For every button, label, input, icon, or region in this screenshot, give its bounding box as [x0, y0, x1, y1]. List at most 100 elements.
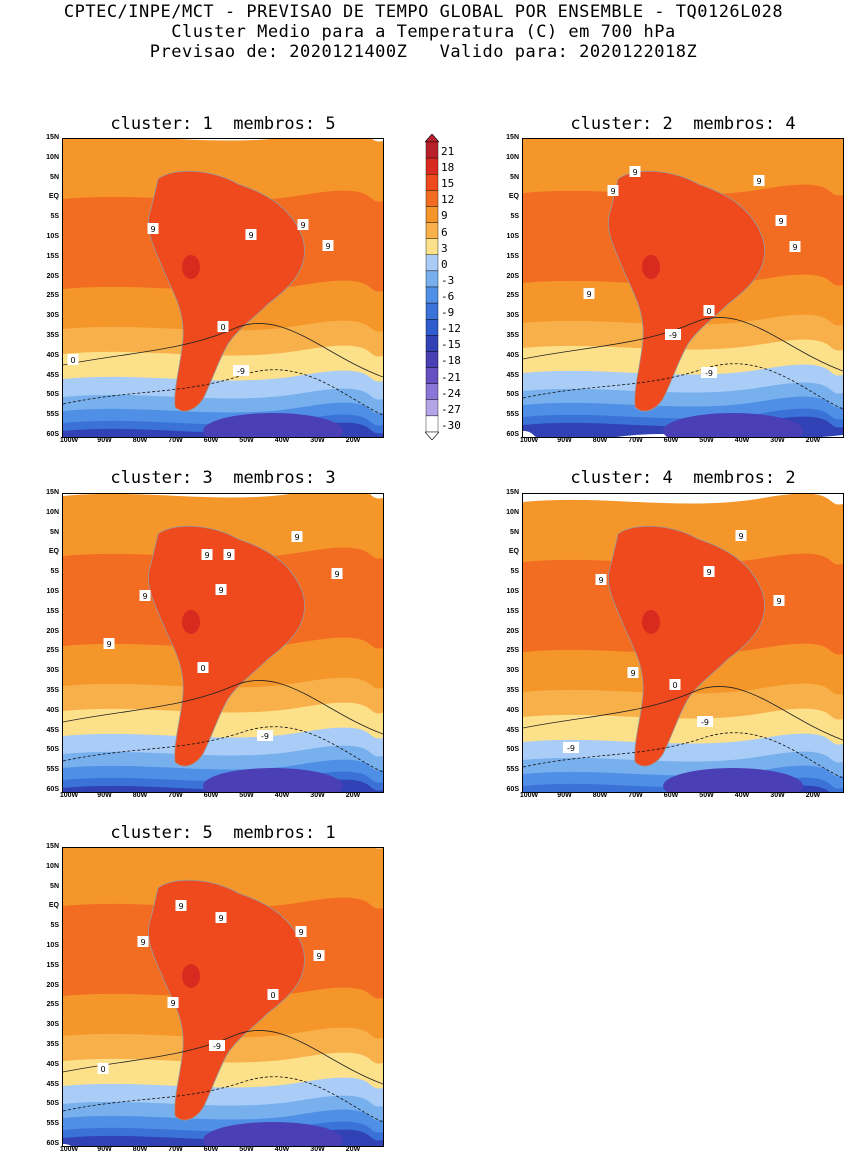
svg-text:9: 9	[204, 551, 209, 560]
colorbar-bottom-arrow	[424, 431, 440, 441]
lat-tick-label: 5S	[510, 568, 519, 576]
lat-tick-label: 50S	[506, 746, 519, 754]
colorbar-label: -27	[441, 402, 461, 416]
svg-text:9: 9	[586, 290, 591, 299]
colorbar-swatch	[425, 254, 439, 272]
contour-label: 0	[217, 321, 229, 332]
lat-tick-label: 15S	[506, 252, 519, 260]
lon-tick-label: 60W	[203, 437, 219, 444]
lat-tick-label: 50S	[506, 391, 519, 399]
contour-label: 9	[147, 223, 159, 234]
colorbar-swatch	[425, 174, 439, 191]
svg-text:0: 0	[672, 681, 677, 690]
south-america-landmass	[147, 525, 305, 767]
contour-label: 9	[775, 215, 787, 226]
lon-tick-label: 30W	[310, 1146, 325, 1153]
lat-tick-label: 5N	[510, 528, 519, 536]
svg-text:0: 0	[200, 664, 205, 673]
hot-core	[642, 610, 660, 634]
lon-tick-label: 70W	[168, 792, 183, 799]
colorbar-label: -9	[441, 306, 455, 320]
lon-tick-label: 70W	[628, 437, 643, 444]
svg-text:-9: -9	[567, 744, 575, 753]
contour-label: 9	[297, 219, 309, 230]
colorbar-swatch	[425, 190, 439, 207]
lon-tick-label: 60W	[663, 437, 679, 444]
lat-tick-label: 5S	[50, 922, 59, 930]
colorbar-swatch	[425, 335, 439, 352]
contour-label: -9	[209, 1040, 225, 1051]
lon-tick-label: 100W	[59, 1146, 79, 1153]
lat-tick-label: 5N	[50, 173, 59, 181]
lon-tick-label: 70W	[168, 1146, 183, 1153]
lat-tick-label: 15N	[506, 489, 519, 496]
lat-tick-label: 35S	[46, 1041, 59, 1048]
lat-tick-label: 55S	[46, 766, 59, 774]
contour-label: 9	[245, 229, 257, 240]
contour-label: 0	[67, 354, 79, 365]
svg-text:-9: -9	[669, 331, 677, 340]
contour-label: 9	[291, 531, 303, 542]
contour-zero	[63, 1030, 383, 1085]
contour-label: 9	[215, 584, 227, 595]
lon-tick-label: 20W	[805, 437, 821, 444]
map-panel-5: 9 9 9 9 9 9 0 0 -9	[62, 847, 384, 1147]
lon-tick-label: 80W	[132, 792, 148, 799]
contour-label: 0	[267, 989, 279, 1000]
cold-pool	[663, 768, 803, 792]
lat-tick-label: 5S	[510, 213, 519, 221]
colorbar-label: -30	[441, 418, 461, 432]
colorbar	[424, 133, 440, 441]
contour-label: -9	[665, 329, 681, 340]
colorbar-swatch	[425, 157, 439, 175]
colorbar-label: -3	[441, 273, 455, 287]
contour-label: -9	[563, 742, 579, 753]
colorbar-swatch	[425, 302, 439, 320]
lat-tick-label: 5N	[510, 173, 519, 181]
contour-label: 9	[629, 166, 641, 177]
lat-tick-label: 5N	[50, 882, 59, 890]
svg-text:9: 9	[632, 168, 637, 177]
contour-label: 9	[753, 175, 765, 186]
lat-tick-label: EQ	[48, 193, 59, 201]
lon-tick-label: 20W	[345, 792, 361, 799]
hot-core	[182, 255, 200, 279]
contour-label: 9	[137, 936, 149, 947]
colorbar-svg	[424, 133, 440, 441]
lon-tick-label: 100W	[59, 792, 79, 799]
contour-label: 9	[322, 240, 334, 251]
lat-tick-label: 15S	[46, 252, 59, 260]
lon-tick-label: 90W	[97, 792, 112, 799]
lon-tick-label: 50W	[699, 437, 714, 444]
cold-pool	[663, 413, 803, 437]
contour-label: 9	[735, 530, 747, 541]
lon-tick-label: 100W	[59, 437, 79, 444]
map-canvas-5: 9 9 9 9 9 9 0 0 -9	[63, 848, 383, 1146]
lat-tick-label: 15S	[46, 607, 59, 615]
contour-label: 0	[669, 679, 681, 690]
svg-text:-9: -9	[237, 367, 245, 376]
lat-tick-label: 25S	[46, 292, 59, 300]
svg-text:9: 9	[226, 551, 231, 560]
lat-tick-label: 30S	[46, 1021, 59, 1029]
lat-tick-label: 10S	[506, 588, 519, 595]
contour-label: -9	[701, 367, 717, 378]
colorbar-label: 6	[441, 225, 448, 239]
temperature-band	[63, 139, 383, 212]
lon-tick-label: 30W	[770, 792, 785, 799]
contour-minus9	[63, 1076, 383, 1123]
lon-tick-label: 20W	[805, 792, 821, 799]
lat-tick-label: 60S	[506, 431, 519, 438]
svg-text:-9: -9	[261, 732, 269, 741]
lon-tick-label: 50W	[239, 792, 254, 799]
svg-text:9: 9	[170, 999, 175, 1008]
lat-tick-label: 10N	[506, 508, 519, 516]
map-canvas-1: 9 9 9 9 0 0 -9	[63, 139, 383, 437]
lon-tick-label: 40W	[734, 792, 750, 799]
lon-tick-label: 30W	[770, 437, 785, 444]
contour-label: 9	[627, 667, 639, 678]
lat-tick-label: 30S	[506, 667, 519, 675]
lat-tick-label: 60S	[46, 1140, 59, 1147]
lon-tick-label: 90W	[557, 792, 572, 799]
colorbar-swatch	[425, 319, 439, 336]
